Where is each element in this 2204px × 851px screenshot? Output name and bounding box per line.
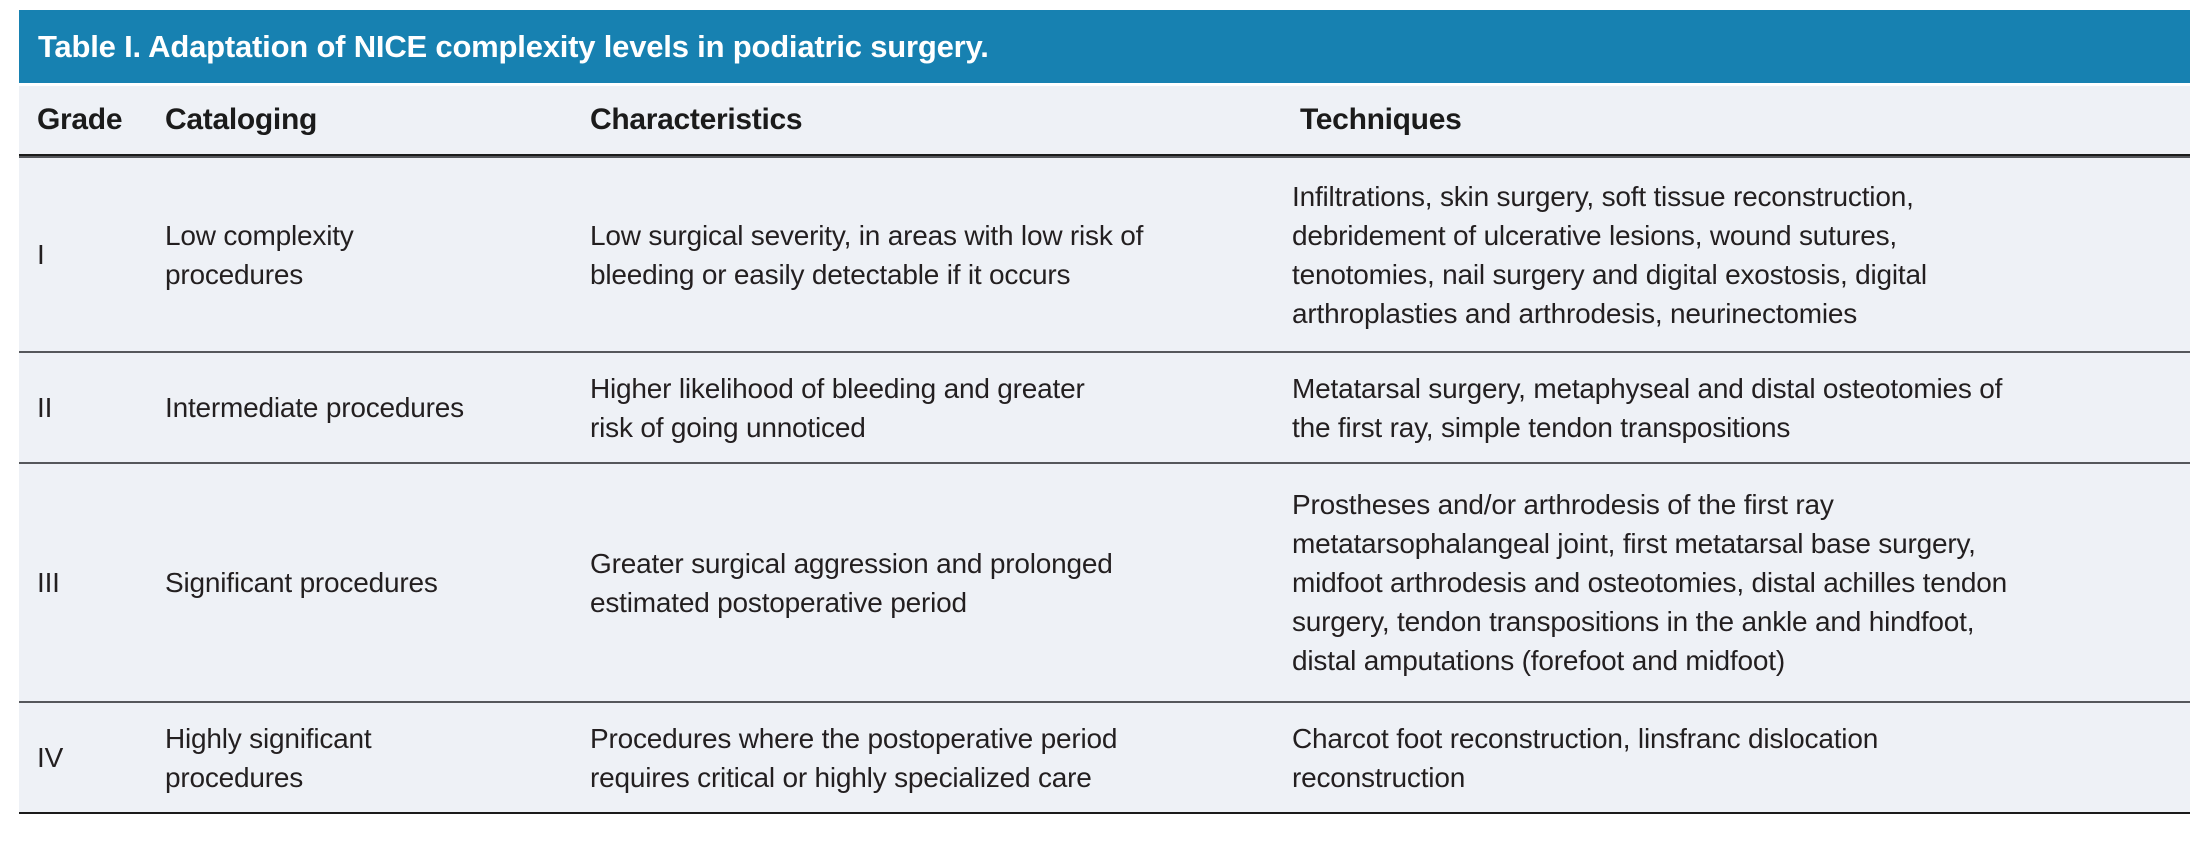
cataloging-cell: Significant procedures bbox=[165, 567, 438, 598]
grade-cell: IV bbox=[37, 742, 64, 773]
cataloging-cell: Low complexity procedures bbox=[165, 219, 354, 290]
characteristics-cell: Greater surgical aggression and prolonge… bbox=[590, 547, 1113, 618]
table-row-grade-4: IV Highly significant procedures Procedu… bbox=[19, 701, 2190, 812]
grade-cell: III bbox=[37, 567, 60, 598]
table-row-grade-1: I Low complexity procedures Low surgical… bbox=[19, 156, 2190, 351]
column-header-techniques: Techniques bbox=[1300, 103, 1462, 136]
table-title-bar: Table I. Adaptation of NICE complexity l… bbox=[19, 10, 2190, 83]
grade-cell: II bbox=[37, 392, 53, 423]
column-header-cataloging: Cataloging bbox=[165, 103, 317, 136]
cataloging-cell: Intermediate procedures bbox=[165, 392, 464, 423]
techniques-cell: Metatarsal surgery, metaphyseal and dist… bbox=[1292, 372, 2003, 443]
techniques-cell: Infiltrations, skin surgery, soft tissue… bbox=[1292, 180, 1927, 329]
column-header-characteristics: Characteristics bbox=[590, 103, 803, 136]
complexity-table: Table I. Adaptation of NICE complexity l… bbox=[19, 10, 2190, 814]
table-header-row: Grade Cataloging Characteristics Techniq… bbox=[19, 86, 2190, 156]
table-title: Table I. Adaptation of NICE complexity l… bbox=[38, 28, 989, 64]
techniques-cell: Charcot foot reconstruction, linsfranc d… bbox=[1292, 722, 1879, 793]
table-body: Grade Cataloging Characteristics Techniq… bbox=[19, 86, 2190, 814]
characteristics-cell: Low surgical severity, in areas with low… bbox=[590, 219, 1144, 290]
characteristics-cell: Higher likelihood of bleeding and greate… bbox=[590, 372, 1085, 443]
characteristics-cell: Procedures where the postoperative perio… bbox=[590, 722, 1118, 793]
table-row-grade-2: II Intermediate procedures Higher likeli… bbox=[19, 351, 2190, 462]
grade-cell: I bbox=[37, 239, 45, 270]
cataloging-cell: Highly significant procedures bbox=[165, 722, 372, 793]
column-header-grade: Grade bbox=[37, 103, 123, 136]
techniques-cell: Prostheses and/or arthrodesis of the fir… bbox=[1292, 489, 2008, 676]
table-row-grade-3: III Significant procedures Greater surgi… bbox=[19, 462, 2190, 701]
